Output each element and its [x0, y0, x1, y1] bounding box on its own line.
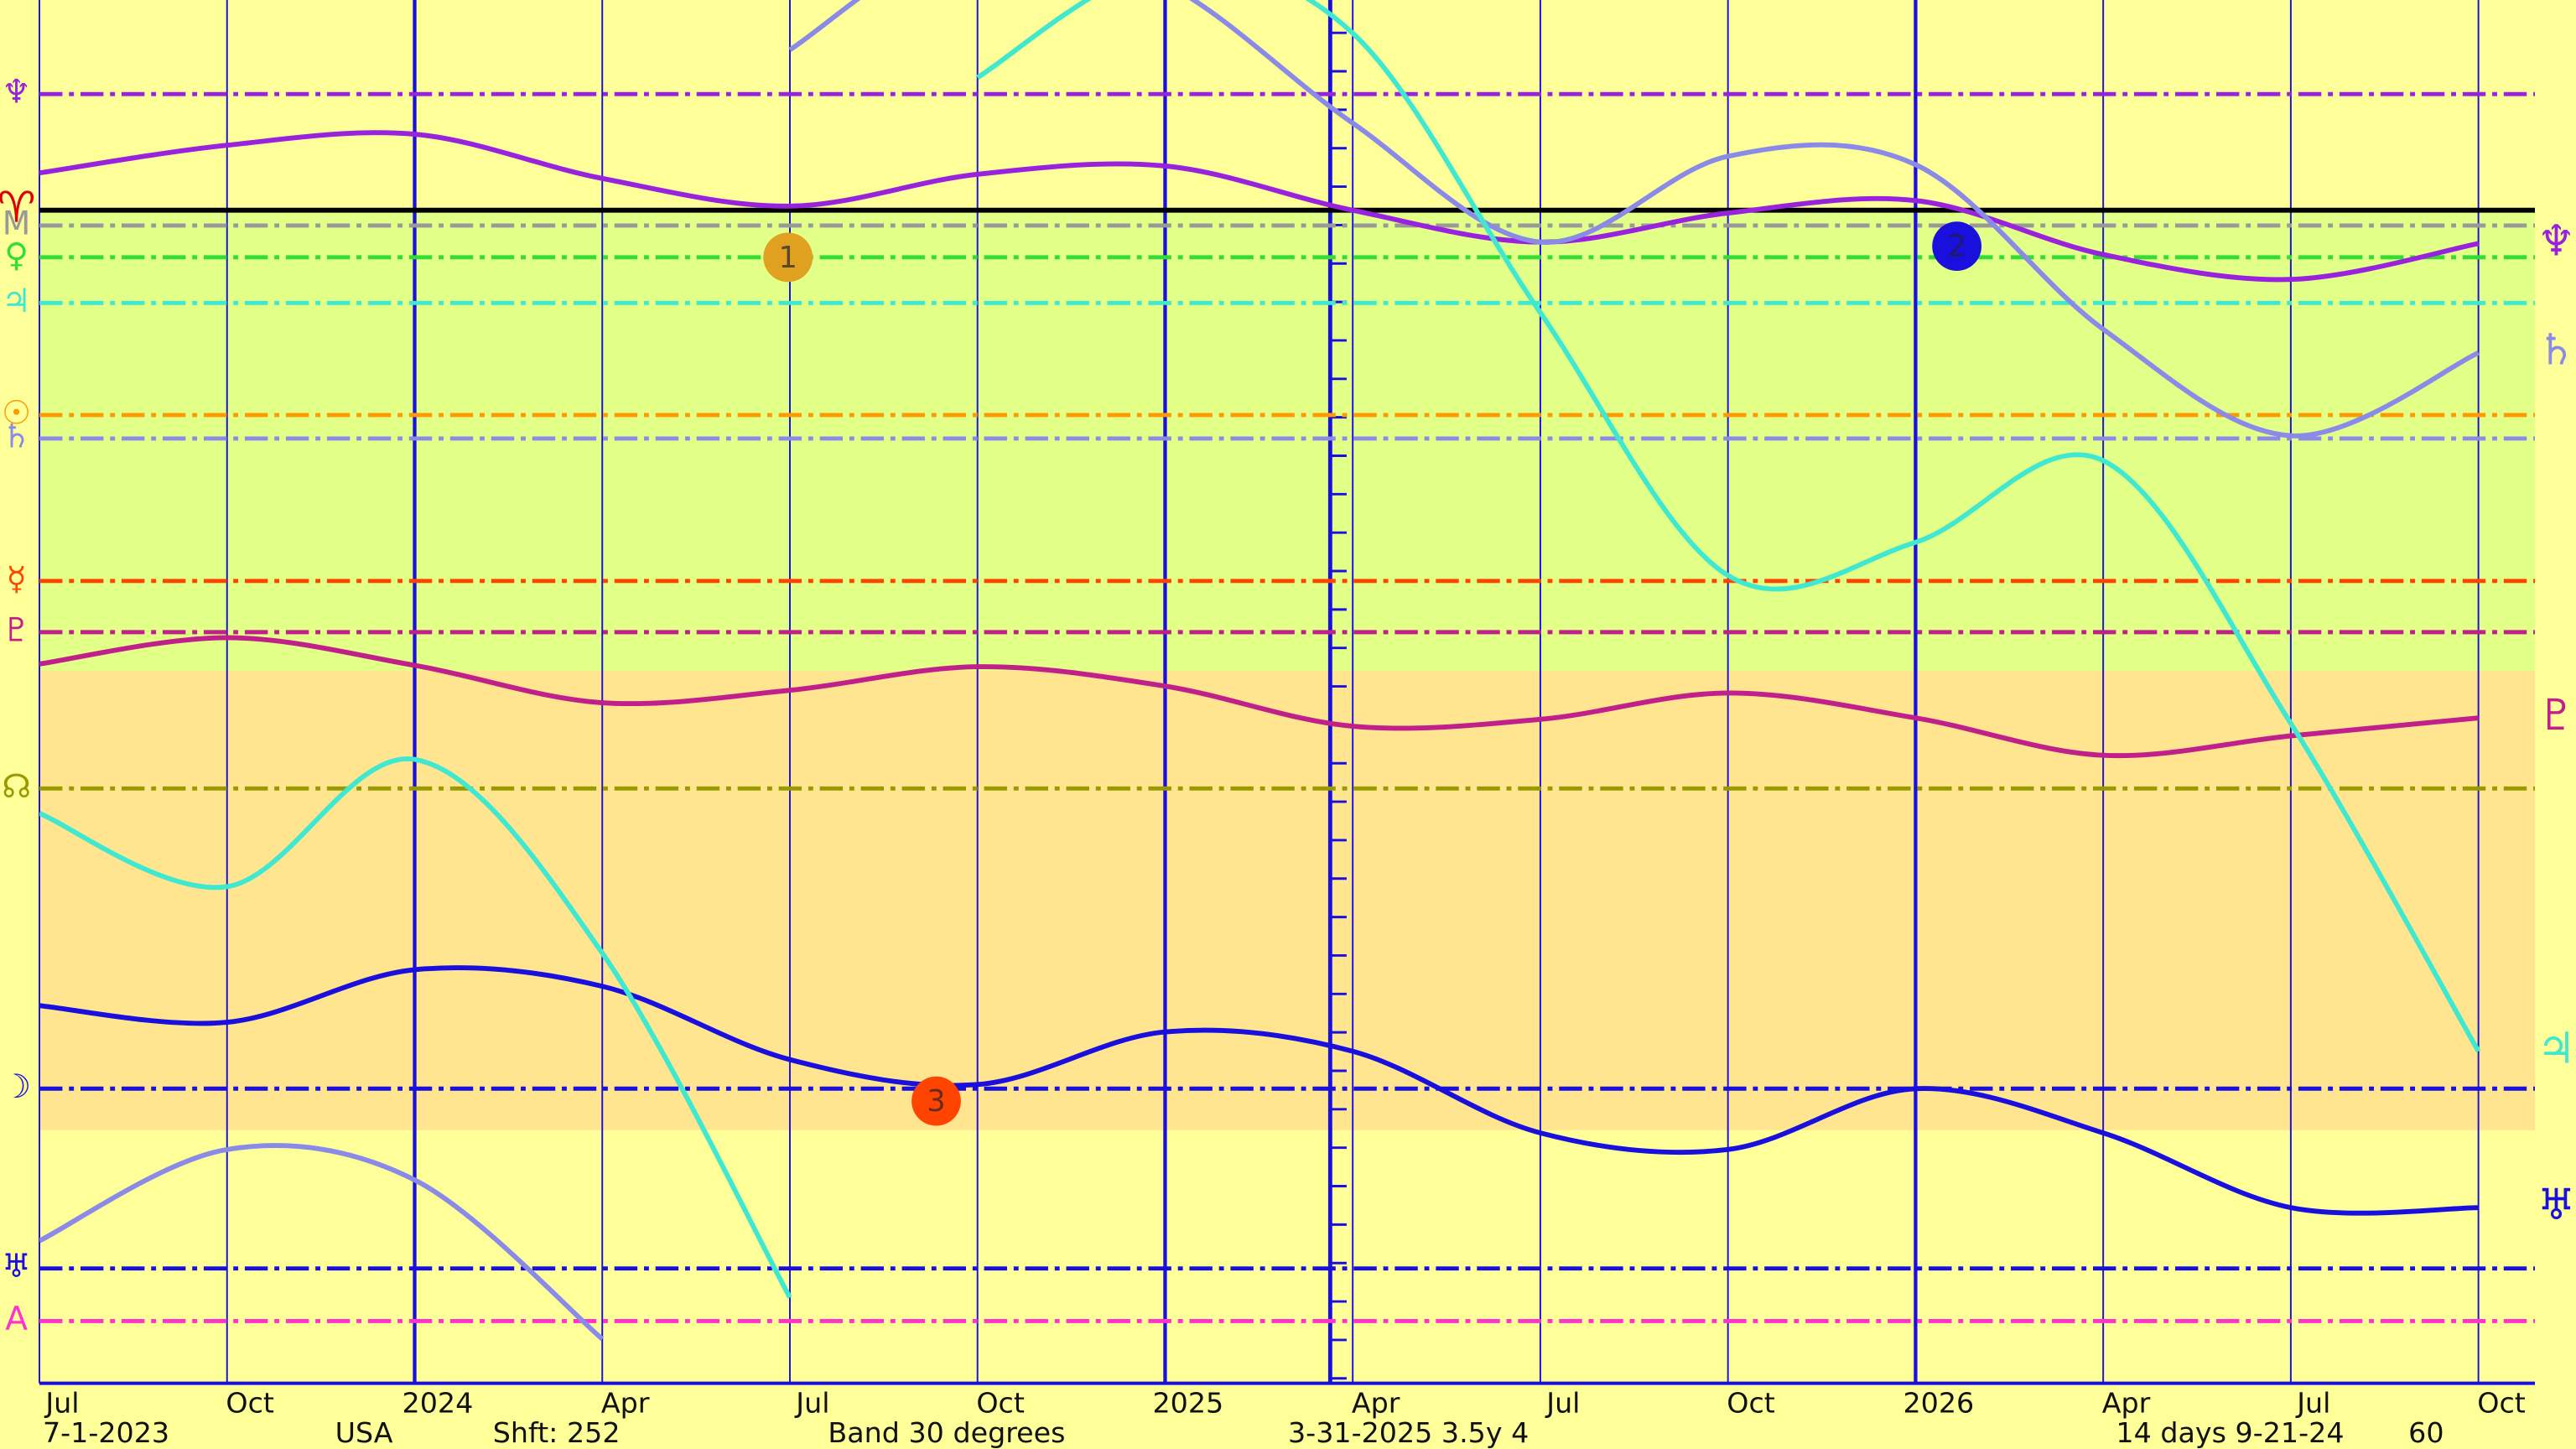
labels: Jul Oct 2024 Apr Jul Oct 2025 Apr Jul Oct 2026 Apr J…: [0, 74, 2575, 1449]
series-glyph: ♄: [2537, 326, 2576, 376]
footer-text: 7-1-2023: [43, 1416, 169, 1449]
x-tick-label: Jul: [794, 1387, 829, 1420]
event-label: 3: [927, 1084, 945, 1119]
band: [39, 210, 2536, 672]
x-tick-label: Oct: [1727, 1387, 1775, 1420]
natal-glyph: ♅: [2, 1248, 31, 1285]
natal-glyph: ☊: [2, 768, 31, 806]
band: [39, 671, 2536, 1130]
x-tick-label: Oct: [2477, 1387, 2526, 1420]
event-label: 1: [779, 241, 797, 275]
natal-glyph: ☿: [7, 560, 27, 598]
x-tick-label: 2026: [1903, 1387, 1974, 1420]
natal-glyph: ☽: [2, 1068, 31, 1106]
natal-glyph: ♇: [2, 611, 31, 649]
event-marker: [1932, 221, 1982, 272]
natal-glyph: ☉: [2, 394, 31, 432]
footer-text: 3-31-2025 3.5y 4: [1288, 1416, 1529, 1449]
transit-curve: [39, 635, 2479, 759]
bands: [39, 210, 2536, 1130]
transit-curve: [39, 965, 2479, 1216]
footer-text: Band 30 degrees: [828, 1416, 1065, 1449]
transit-curve: [39, 756, 792, 1299]
footer-text: 14 days 9-21-24: [2116, 1416, 2344, 1449]
natal-glyph: ♃: [2, 283, 31, 320]
series-glyph: ♃: [2537, 1025, 2576, 1074]
transit-curve: [788, 0, 2480, 439]
event-marker: [763, 232, 813, 283]
x-tick-label: Jul: [44, 1387, 79, 1420]
series-glyph: ♅: [2537, 1181, 2576, 1230]
natal-glyph: ♆: [2, 74, 31, 112]
transit-curve: [39, 1143, 605, 1342]
event-label: 2: [1947, 230, 1966, 264]
series-glyph: ♇: [2537, 691, 2576, 740]
natal-lines: [39, 91, 2536, 1323]
x-tick-label: Jul: [2295, 1387, 2330, 1420]
x-tick-label: 2025: [1153, 1387, 1224, 1420]
footer-text: Shft: 252: [493, 1416, 621, 1449]
x-tick-label: Apr: [2102, 1387, 2151, 1420]
x-tick-label: Oct: [976, 1387, 1025, 1420]
natal-glyph: ♈: [0, 184, 35, 233]
x-tick-label: Apr: [601, 1387, 650, 1420]
footer-text: USA: [335, 1416, 393, 1449]
x-tick-label: Apr: [1352, 1387, 1400, 1420]
x-tick-label: Jul: [1545, 1387, 1580, 1420]
natal-glyph: ♄: [2, 418, 31, 455]
x-tick-label: Oct: [226, 1387, 274, 1420]
transit-curve: [976, 0, 2481, 1053]
transit-curve: [39, 130, 2480, 283]
x-tick-label: 2024: [402, 1387, 474, 1420]
natal-glyph: M: [3, 205, 31, 242]
event-marker: [911, 1076, 961, 1126]
footer-text: 60: [2408, 1416, 2444, 1449]
natal-glyph: A: [5, 1301, 28, 1338]
natal-glyph: ♀: [4, 236, 29, 274]
curves: [39, 0, 2481, 1342]
series-glyph: ♆: [2537, 216, 2576, 266]
